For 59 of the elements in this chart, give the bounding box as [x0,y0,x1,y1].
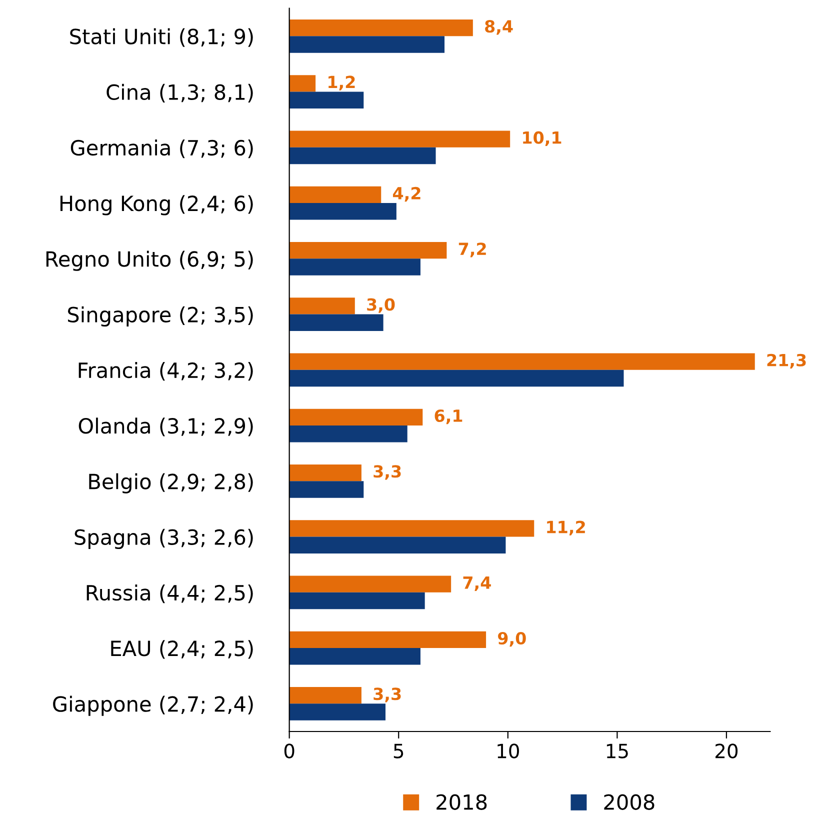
data-label: 1,2 [328,76,355,90]
bar [289,576,452,592]
bar [289,258,420,276]
y-tick-label: Germania (7,3; 6) [70,140,253,158]
y-tick-label: Francia (4,2; 3,2) [78,362,253,381]
data-label: 21,3 [767,354,806,369]
bar [289,353,755,370]
bar [289,242,447,259]
data-label: 9,0 [498,632,526,647]
bar [289,19,473,36]
bar [289,314,384,331]
bar [289,203,396,220]
data-label: 3,0 [367,298,395,313]
data-label: 10,1 [523,131,562,146]
data-label: 6,1 [434,409,462,424]
bar [289,536,506,554]
y-tick-label: EAU (2,4; 2,5) [111,640,253,659]
y-tick-label: Russia (4,4; 2,5) [86,584,253,604]
y-tick-label: Spagna (3,3; 2,6) [74,528,253,550]
bar [289,298,355,314]
bar [289,92,364,108]
data-label: 3,3 [374,688,401,702]
legend-label: 2008 [604,794,654,810]
data-label: 7,4 [463,576,491,592]
x-tick-label: 20 [716,744,738,758]
data-label: 7,2 [458,242,486,258]
bar [289,426,408,442]
x-tick-label: 15 [606,744,628,758]
y-tick-label: Belgio (2,9; 2,8) [89,473,253,494]
bar [289,186,382,204]
y-tick-label: Cina (1,3; 8,1) [106,84,253,102]
y-tick-label: Singapore (2; 3,5) [68,306,253,327]
x-tick-label: 0 [284,744,294,758]
bar [289,408,423,426]
y-tick-label: Giappone (2,7; 2,4) [53,696,253,716]
bar [289,520,534,537]
bar [289,592,425,610]
bar [289,36,445,53]
bar [289,464,362,482]
y-tick-label: Regno Unito (6,9; 5) [46,250,253,271]
legend-label: 2018 [436,794,487,810]
bar [289,147,436,164]
bar [289,130,510,148]
y-tick-label: Stati Uniti (8,1; 9) [70,28,253,47]
data-label: 8,4 [485,20,513,35]
bar [289,704,386,720]
y-tick-label: Hong Kong (2,4; 6) [60,195,253,216]
data-label: 11,2 [547,520,585,536]
bar [289,631,486,648]
x-tick-label: 10 [498,744,519,758]
data-label: 4,2 [392,186,420,202]
y-tick-label: Olanda (3,1; 2,9) [78,418,253,436]
data-label: 3,3 [374,465,401,480]
bar [289,648,420,665]
bar [289,481,364,498]
x-tick-label: 5 [394,744,404,758]
bar [289,370,624,387]
bar [289,687,362,704]
bar [289,75,316,92]
